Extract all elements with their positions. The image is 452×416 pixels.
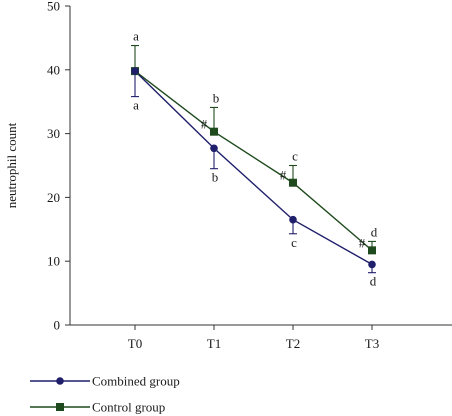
letter-label: a bbox=[133, 29, 139, 44]
letter-label: d bbox=[371, 224, 378, 239]
series-line bbox=[134, 70, 373, 251]
y-axis-title: neutrophil count bbox=[4, 122, 19, 208]
x-tick-label: T0 bbox=[128, 336, 142, 351]
legend-marker bbox=[56, 403, 64, 411]
significance-hash: # bbox=[359, 235, 366, 250]
letter-label: d bbox=[370, 274, 377, 289]
data-point bbox=[210, 127, 218, 136]
x-tick-label: T2 bbox=[286, 336, 300, 351]
legend-label: Combined group bbox=[92, 374, 180, 389]
x-tick-label: T3 bbox=[365, 336, 379, 351]
significance-hash: # bbox=[280, 168, 287, 183]
axes: 0 10 20 30 40 50 T0 T1 T2 T3 neutrophil count bbox=[4, 0, 452, 351]
letter-label: c bbox=[292, 149, 298, 164]
data-point bbox=[289, 178, 297, 187]
data-point bbox=[131, 67, 139, 75]
y-tick-label: 50 bbox=[47, 0, 60, 14]
x-tick-label: T1 bbox=[207, 336, 221, 351]
y-tick-label: 20 bbox=[47, 190, 60, 205]
data-point bbox=[289, 215, 297, 224]
significance-hash: # bbox=[201, 117, 208, 132]
y-tick-label: 0 bbox=[54, 318, 61, 333]
y-tick-label: 40 bbox=[47, 62, 60, 77]
letter-label: a bbox=[133, 98, 139, 113]
legend: Combined group Control group bbox=[30, 374, 180, 415]
legend-marker bbox=[56, 377, 64, 385]
data-point bbox=[368, 260, 376, 269]
data-point bbox=[210, 144, 218, 153]
series-layer: b c d a b c d a # # # bbox=[131, 29, 378, 289]
letter-label: c bbox=[291, 235, 297, 250]
legend-label: Control group bbox=[92, 400, 165, 415]
letter-label: b bbox=[212, 170, 219, 185]
y-tick-label: 10 bbox=[47, 254, 60, 269]
data-point bbox=[368, 246, 376, 255]
y-tick-label: 30 bbox=[47, 126, 60, 141]
series-line bbox=[134, 70, 373, 265]
letter-label: b bbox=[213, 90, 220, 105]
